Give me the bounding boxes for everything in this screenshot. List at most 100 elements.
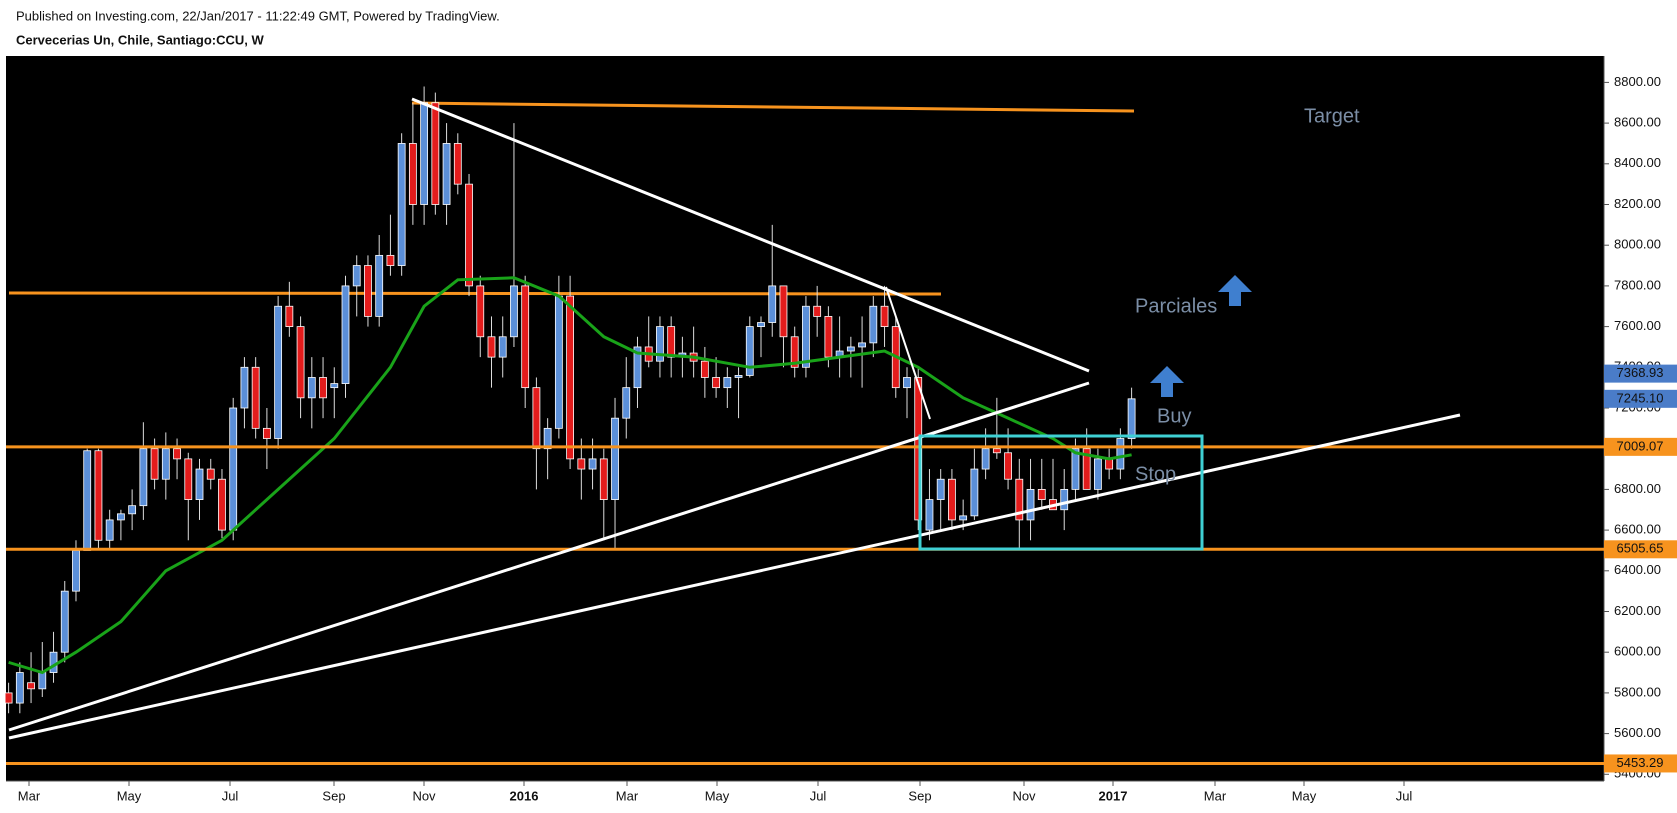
candle-body bbox=[734, 375, 743, 378]
candle-body bbox=[700, 360, 709, 378]
candle-body bbox=[60, 590, 69, 653]
x-tick-label: Jul bbox=[1396, 788, 1413, 803]
y-tick-label: 8600.00 bbox=[1614, 115, 1661, 130]
candle-body bbox=[543, 427, 552, 450]
candle-body bbox=[431, 102, 440, 205]
price-badge-label: 5453.29 bbox=[1617, 755, 1664, 770]
candle-body bbox=[498, 336, 507, 358]
candle-body bbox=[1060, 488, 1069, 511]
y-tick-label: 7800.00 bbox=[1614, 277, 1661, 292]
candle-body bbox=[296, 326, 305, 399]
x-tick-label: Jul bbox=[222, 788, 239, 803]
candle-body bbox=[1004, 452, 1012, 480]
y-tick-label: 6000.00 bbox=[1614, 644, 1661, 659]
x-tick-label: Sep bbox=[322, 788, 345, 803]
candle-body bbox=[173, 448, 181, 460]
x-tick-label: Sep bbox=[908, 788, 931, 803]
y-tick-label: 8400.00 bbox=[1614, 155, 1661, 170]
y-tick-label: 6800.00 bbox=[1614, 481, 1661, 496]
candle-body bbox=[15, 672, 24, 704]
candle-body bbox=[49, 651, 58, 673]
candle-body bbox=[397, 143, 406, 266]
candle-body bbox=[880, 305, 889, 328]
candle-body bbox=[195, 468, 204, 500]
resistance-line bbox=[8, 291, 942, 296]
range-box bbox=[918, 434, 1204, 551]
candle-body bbox=[959, 515, 968, 521]
candle-body bbox=[83, 450, 92, 551]
trend-line bbox=[411, 97, 1090, 373]
candle-body bbox=[72, 550, 80, 592]
price-badge bbox=[1604, 389, 1677, 408]
candle-body bbox=[128, 505, 137, 515]
candle-body bbox=[330, 383, 339, 389]
x-tick-label: Nov bbox=[412, 788, 436, 803]
candle-body bbox=[218, 478, 226, 531]
candle-body bbox=[656, 326, 664, 362]
candle-body bbox=[577, 458, 586, 470]
candle-body bbox=[802, 305, 810, 368]
moving-average bbox=[8, 276, 1132, 675]
price-badge-label: 7368.93 bbox=[1617, 365, 1664, 380]
price-badge-label: 7009.07 bbox=[1617, 438, 1664, 453]
candle-body bbox=[27, 682, 35, 690]
candle-body bbox=[206, 468, 215, 480]
candle-body bbox=[723, 377, 732, 389]
plot-area bbox=[6, 56, 1604, 781]
candle-body bbox=[858, 342, 866, 348]
candle-body bbox=[307, 377, 316, 399]
candle-body bbox=[1026, 488, 1035, 521]
price-badge bbox=[1604, 364, 1677, 383]
x-tick-label: May bbox=[117, 788, 142, 803]
candle-body bbox=[588, 458, 597, 470]
candle-body bbox=[240, 366, 249, 409]
y-tick-label: 8000.00 bbox=[1614, 237, 1661, 252]
candle-body bbox=[262, 427, 271, 439]
candle-body bbox=[745, 326, 754, 376]
x-tick-label: 2016 bbox=[510, 788, 539, 803]
annotation: Buy bbox=[1157, 405, 1191, 427]
candle-body bbox=[375, 254, 384, 317]
price-badge bbox=[1604, 437, 1677, 456]
candle-body bbox=[622, 387, 631, 419]
candle-body bbox=[948, 478, 956, 521]
candle-body bbox=[1082, 448, 1091, 490]
candle-body bbox=[633, 346, 642, 389]
x-tick-label: Mar bbox=[616, 788, 639, 803]
published-note: Published on Investing.com, 22/Jan/2017 … bbox=[16, 8, 500, 23]
drawings: Target Parciales Buy Stop bbox=[8, 97, 1461, 740]
y-tick-label: 6400.00 bbox=[1614, 562, 1661, 577]
candle-body bbox=[1071, 448, 1080, 490]
candle-body bbox=[970, 468, 979, 517]
candle-body bbox=[341, 285, 350, 384]
candle-body bbox=[184, 458, 193, 500]
price-badge-label: 7245.10 bbox=[1617, 390, 1664, 405]
annotation: Stop bbox=[1135, 463, 1176, 485]
candle-body bbox=[229, 407, 238, 531]
y-tick-label: 6200.00 bbox=[1614, 603, 1661, 618]
y-tick-label: 5800.00 bbox=[1614, 684, 1661, 699]
candle-body bbox=[4, 692, 13, 704]
price-badge-label: 6505.65 bbox=[1617, 541, 1664, 556]
x-tick-label: Nov bbox=[1012, 788, 1036, 803]
candle-body bbox=[319, 377, 327, 399]
candle-body bbox=[936, 478, 945, 500]
candle-body bbox=[139, 448, 148, 507]
candle-body bbox=[846, 346, 855, 352]
x-tick-label: 2017 bbox=[1099, 788, 1128, 803]
trend-line bbox=[8, 381, 1090, 732]
candle-body bbox=[150, 448, 159, 480]
candle-body bbox=[903, 377, 911, 389]
candle-body bbox=[105, 519, 114, 541]
y-tick-label: 6600.00 bbox=[1614, 522, 1661, 537]
x-tick-label: Mar bbox=[18, 788, 41, 803]
x-tick-label: May bbox=[1292, 788, 1317, 803]
chart-title: Cervecerias Un, Chile, Santiago:CCU, W bbox=[16, 32, 265, 47]
candle-body bbox=[465, 183, 473, 287]
price-badge bbox=[1604, 540, 1677, 559]
candle-body bbox=[981, 448, 990, 470]
candle-body bbox=[554, 295, 563, 429]
candle-body bbox=[925, 499, 934, 531]
